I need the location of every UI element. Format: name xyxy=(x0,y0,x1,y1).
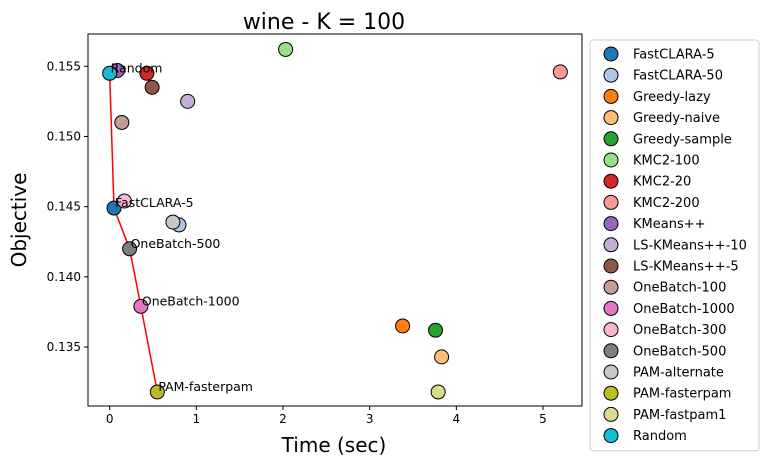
y-tick-label: 0.135 xyxy=(47,340,81,354)
legend-label: KMC2-20 xyxy=(633,175,691,190)
point-annotation: FastCLARA-5 xyxy=(115,195,194,210)
legend-label: LS-KMeans++-10 xyxy=(633,238,747,253)
legend-marker xyxy=(603,300,619,316)
legend-label: PAM-fasterpam xyxy=(633,387,731,402)
legend-label: KMC2-200 xyxy=(633,196,700,211)
legend-marker xyxy=(603,173,619,189)
legend-label: KMeans++ xyxy=(633,217,706,232)
legend: FastCLARA-5 FastCLARA-50 Greedy-lazy Greedy… xyxy=(589,39,760,452)
data-point-pam-alternate xyxy=(165,214,181,230)
x-tick-label: 2 xyxy=(279,412,287,426)
y-tick-label: 0.155 xyxy=(47,59,81,73)
x-tick-label: 0 xyxy=(106,412,114,426)
legend-label: Random xyxy=(633,429,687,444)
legend-marker xyxy=(603,237,619,253)
data-point-pam-fastpam1 xyxy=(430,384,446,400)
data-point-fastclara-5 xyxy=(106,200,122,216)
point-annotation: OneBatch-1000 xyxy=(142,293,240,308)
legend-label: FastCLARA-50 xyxy=(633,69,723,84)
x-tick-label: 4 xyxy=(453,412,461,426)
legend-label: OneBatch-100 xyxy=(633,281,726,296)
legend-marker xyxy=(603,385,619,401)
chart-title: wine - K = 100 xyxy=(243,10,405,35)
y-tick-label: 0.150 xyxy=(47,129,81,143)
data-point-kmc2-100 xyxy=(278,41,294,57)
axes: 0 1 2 3 4 5 0.135 0.140 0.145 0.150 0.155 xyxy=(47,59,547,426)
legend-marker xyxy=(603,216,619,232)
legend-label: Greedy-naive xyxy=(633,111,720,126)
legend-label: OneBatch-500 xyxy=(633,344,726,359)
legend-marker xyxy=(603,364,619,380)
x-tick-label: 3 xyxy=(366,412,374,426)
legend-label: Greedy-lazy xyxy=(633,90,711,105)
legend-marker xyxy=(603,67,619,83)
x-axis-label: Time (sec) xyxy=(281,433,387,457)
legend-label: PAM-fastpam1 xyxy=(633,408,726,423)
legend-marker xyxy=(603,152,619,168)
point-annotation: PAM-fasterpam xyxy=(158,379,253,394)
legend-marker xyxy=(603,88,619,104)
legend-marker xyxy=(603,322,619,338)
legend-marker xyxy=(603,46,619,62)
data-point-onebatch-500 xyxy=(122,241,138,257)
data-point-onebatch-300 xyxy=(116,193,132,209)
y-tick-label: 0.140 xyxy=(47,270,81,284)
plot-frame xyxy=(87,33,583,407)
data-point-greedy-lazy xyxy=(395,318,411,334)
legend-marker xyxy=(603,194,619,210)
data-point-random xyxy=(102,65,118,81)
data-point-ls-kmeans-5 xyxy=(144,79,160,95)
legend-label: KMC2-100 xyxy=(633,154,700,169)
point-annotation: OneBatch-500 xyxy=(131,236,221,251)
legend-marker xyxy=(603,279,619,295)
legend-label: PAM-alternate xyxy=(633,366,724,381)
legend-box xyxy=(589,39,760,452)
legend-label: LS-KMeans++-5 xyxy=(633,260,739,275)
legend-label: Greedy-sample xyxy=(633,132,732,147)
data-point-kmc2-200 xyxy=(552,64,568,80)
legend-marker xyxy=(603,406,619,422)
x-tick-label: 1 xyxy=(193,412,201,426)
data-point-ls-kmeans-10 xyxy=(180,93,196,109)
data-point-greedy-naive xyxy=(434,349,450,365)
data-point-kmc2-20 xyxy=(139,65,155,81)
point-annotation: Random xyxy=(111,60,163,75)
data-point-onebatch-100 xyxy=(114,114,130,130)
y-axis-label: Objective xyxy=(7,173,31,268)
data-point-greedy-sample xyxy=(428,322,444,338)
x-tick-label: 5 xyxy=(539,412,547,426)
data-point-pam-fasterpam xyxy=(149,384,165,400)
legend-marker xyxy=(603,131,619,147)
legend-marker xyxy=(603,428,619,444)
y-tick-label: 0.145 xyxy=(47,200,81,214)
legend-label: OneBatch-1000 xyxy=(633,302,735,317)
legend-marker xyxy=(603,343,619,359)
plot-area: Random FastCLARA-5 OneBatch-500 OneBatch-10… xyxy=(102,41,568,400)
legend-label: OneBatch-300 xyxy=(633,323,726,338)
data-point-onebatch-1000 xyxy=(133,298,149,314)
legend-marker xyxy=(603,258,619,274)
legend-marker xyxy=(603,110,619,126)
legend-label: FastCLARA-5 xyxy=(633,48,715,63)
